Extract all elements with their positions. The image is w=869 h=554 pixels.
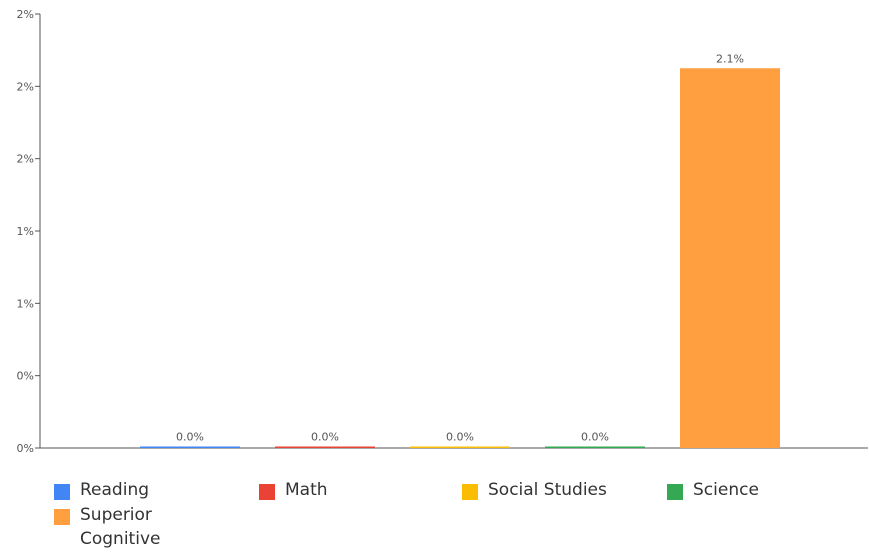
data-label: 2.1%: [716, 52, 744, 65]
legend-swatch: [667, 484, 683, 500]
data-label: 0.0%: [176, 431, 204, 444]
legend-label: Reading: [80, 480, 150, 500]
data-label: 0.0%: [446, 431, 474, 444]
legend-item-reading[interactable]: Reading: [54, 478, 204, 502]
y-tick-label: 1%: [17, 225, 34, 238]
bar-math: [275, 446, 375, 448]
legend-label: Social Studies: [488, 480, 607, 500]
legend-swatch: [54, 509, 70, 525]
bar-chart-plot: 0% 0% 1% 1% 2% 2% 2% 0.0% 0.0% 0.0% 0.0% 2.1%: [17, 8, 868, 455]
legend-label: Science: [693, 480, 759, 500]
data-label: 0.0%: [581, 431, 609, 444]
legend-item-science[interactable]: Science: [667, 478, 817, 502]
legend-swatch: [462, 484, 478, 500]
bar-superior-cognitive: [680, 68, 780, 448]
bar-science: [545, 446, 645, 448]
y-tick-label: 2%: [17, 8, 34, 21]
y-tick-label: 1%: [17, 297, 34, 310]
y-tick-label: 2%: [17, 80, 34, 93]
legend-item-social-studies[interactable]: Social Studies: [462, 478, 632, 502]
legend-item-superior-cognitive[interactable]: Superior Cognitive: [54, 503, 164, 551]
legend-label: Math: [285, 480, 328, 500]
chart-legend: Reading Math Social Studies Science Superior…: [54, 478, 869, 554]
y-tick-label: 0%: [17, 370, 34, 383]
y-tick-label: 2%: [17, 153, 34, 166]
legend-swatch: [259, 484, 275, 500]
bar-reading: [140, 446, 240, 448]
bar-social-studies: [410, 446, 510, 448]
legend-item-math[interactable]: Math: [259, 478, 409, 502]
legend-swatch: [54, 484, 70, 500]
legend-label: Superior Cognitive: [80, 505, 161, 549]
data-label: 0.0%: [311, 431, 339, 444]
y-tick-label: 0%: [17, 442, 34, 455]
